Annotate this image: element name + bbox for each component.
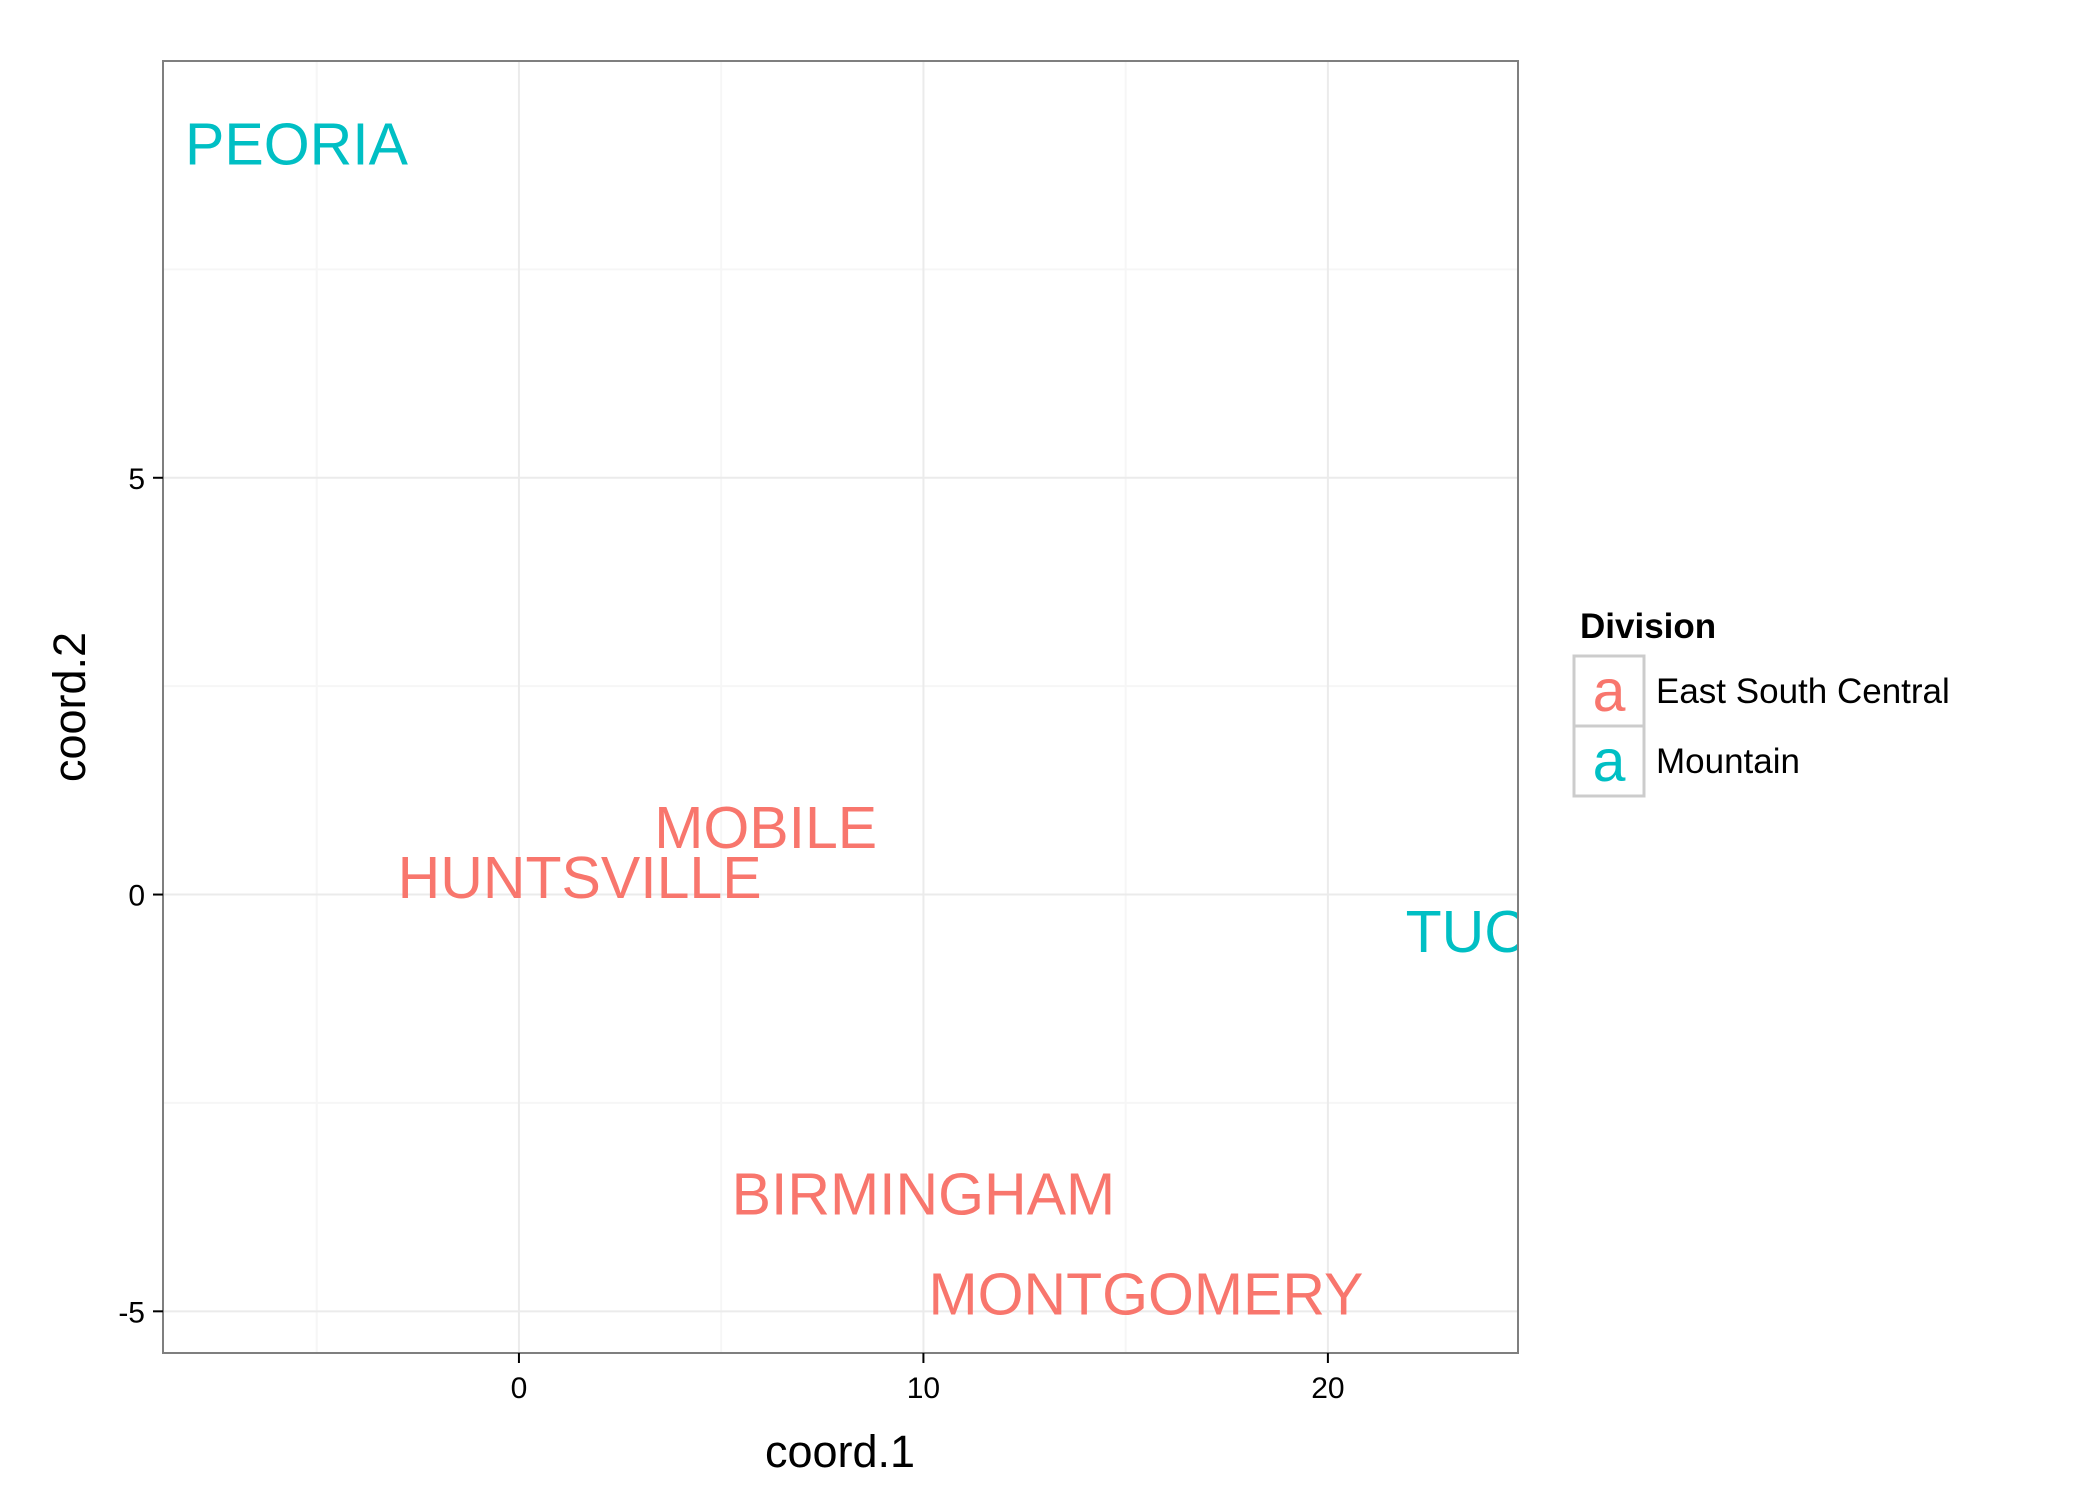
panel-border <box>162 60 1519 1354</box>
legend-key-glyph: a <box>1593 728 1626 794</box>
y-axis-title: coord.2 <box>44 632 95 782</box>
minor-gridlines <box>163 61 1518 1353</box>
plot-panel <box>163 61 1518 1353</box>
point-label-mobile: MOBILE <box>654 795 877 861</box>
y-tick-label: 5 <box>128 463 145 496</box>
legend-key <box>1572 654 1646 728</box>
point-label-birmingham: BIRMINGHAM <box>732 1162 1116 1228</box>
point-label-tucson: TUCSON <box>1406 899 1655 965</box>
x-axis-title: coord.1 <box>765 1426 915 1477</box>
y-tick-label: 0 <box>128 880 145 913</box>
legend-key <box>1572 724 1646 798</box>
x-tick-label: 10 <box>907 1372 940 1405</box>
point-label-huntsville: HUNTSVILLE <box>398 845 762 911</box>
y-axis: -5 0 5 <box>118 463 163 1329</box>
major-gridlines <box>163 61 1518 1353</box>
x-tick-label: 20 <box>1311 1372 1344 1405</box>
legend-key-glyph: a <box>1593 658 1626 724</box>
legend-title: Division <box>1580 607 1716 646</box>
legend-entry-label: East South Central <box>1656 672 1950 711</box>
point-label-montgomery: MONTGOMERY <box>928 1262 1363 1328</box>
x-axis: 0 10 20 <box>511 1353 1345 1405</box>
legend-entry-label: Mountain <box>1656 742 1800 781</box>
point-label-peoria: PEORIA <box>185 111 409 177</box>
x-tick-label: 0 <box>511 1372 528 1405</box>
y-tick-label: -5 <box>118 1296 145 1329</box>
legend: Division a East South Central a Mountain <box>1572 607 1950 798</box>
